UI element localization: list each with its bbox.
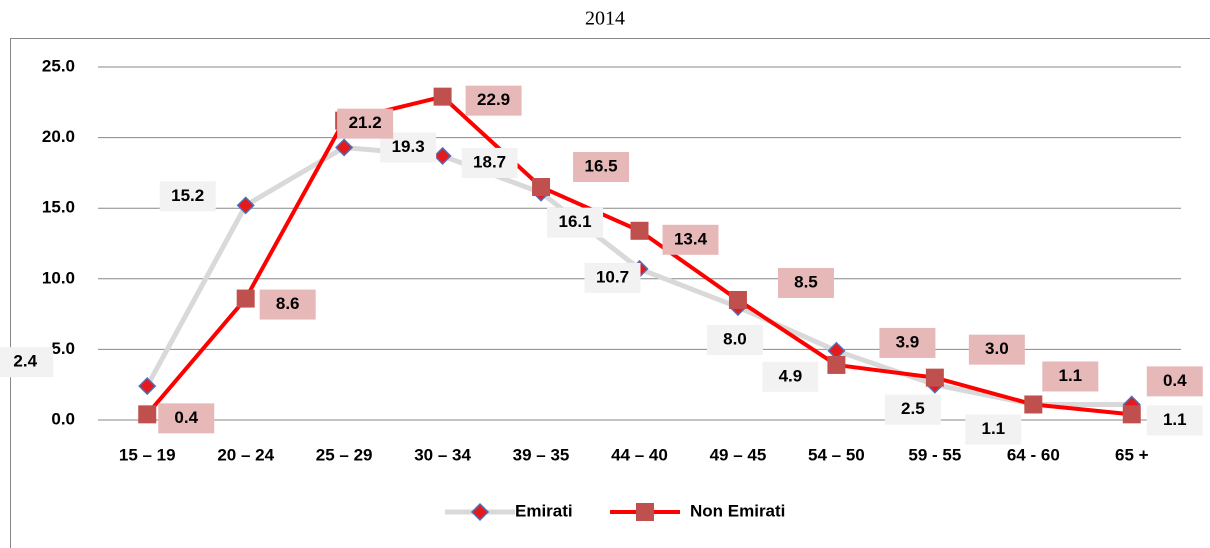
y-tick-label: 5.0 [51,339,75,358]
label-box [777,267,834,298]
marker [335,138,354,157]
x-tick-label: 15 – 19 [119,445,176,464]
marker [630,221,649,240]
marker [236,196,255,215]
data-label: 16.1 [558,212,591,231]
legend-label: Emirati [515,501,573,520]
label-box [706,325,763,356]
data-label: 18.7 [473,152,506,171]
data-label: 10.7 [596,267,629,286]
x-tick-label: 64 - 60 [1007,445,1060,464]
marker [433,87,452,106]
x-tick-label: 44 – 40 [611,445,668,464]
data-label: 1.1 [1163,410,1187,429]
label-box [584,262,641,293]
marker [138,377,157,396]
marker [532,178,551,197]
x-tick-label: 20 – 24 [217,445,274,464]
data-label: 8.6 [276,294,300,313]
data-label: 3.0 [985,339,1009,358]
legend-marker [470,502,490,522]
y-tick-label: 25.0 [42,56,75,75]
x-tick-label: 54 – 50 [808,445,865,464]
label-box [461,147,518,178]
data-label: 1.1 [981,419,1005,438]
y-tick-label: 20.0 [42,127,75,146]
label-box [879,327,936,358]
x-tick-label: 65 + [1115,445,1149,464]
data-label: 3.9 [896,332,920,351]
data-label: 21.2 [349,113,382,132]
x-tick-label: 59 - 55 [908,445,961,464]
data-label: 15.2 [171,186,204,205]
chart-title: 2014 [585,8,625,30]
legend-marker [636,503,654,521]
label-box [0,347,54,378]
data-label: 16.5 [584,157,617,176]
label-box [1146,405,1203,436]
data-label: 2.4 [13,352,37,371]
label-box [1042,361,1099,392]
label-box [159,181,216,212]
data-label: 0.4 [174,408,198,427]
x-tick-label: 39 – 35 [513,445,570,464]
label-box [465,85,522,116]
marker [236,289,255,308]
y-tick-label: 0.0 [51,409,75,428]
marker [433,146,452,166]
marker [1122,405,1141,424]
marker [827,355,846,374]
label-box [1146,366,1203,397]
label-box [547,207,604,238]
data-label: 8.5 [794,272,818,291]
label-box [762,361,819,392]
data-label: 13.4 [674,229,708,248]
label-box [884,394,941,425]
x-tick-label: 30 – 34 [414,445,471,464]
marker [728,290,747,309]
data-label: 1.1 [1058,366,1082,385]
data-label: 0.4 [1163,371,1187,390]
y-tick-label: 15.0 [42,198,75,217]
label-box [573,152,630,183]
data-label: 22.9 [477,90,510,109]
marker [1024,395,1043,414]
data-label: 2.5 [901,399,925,418]
data-label: 19.3 [392,137,425,156]
label-box [965,414,1022,445]
legend-label: Non Emirati [690,501,785,520]
label-box [158,403,215,434]
label-box [662,224,719,255]
x-tick-label: 25 – 29 [316,445,373,464]
label-box [337,108,394,139]
series-line [145,94,1132,417]
x-tick-label: 49 – 45 [710,445,767,464]
chart-frame [10,38,1210,548]
marker [925,368,944,387]
marker [138,405,157,424]
y-tick-label: 10.0 [42,268,75,287]
label-box [968,334,1025,365]
label-box [259,289,316,320]
data-label: 4.9 [779,366,803,385]
data-label: 8.0 [723,330,747,349]
